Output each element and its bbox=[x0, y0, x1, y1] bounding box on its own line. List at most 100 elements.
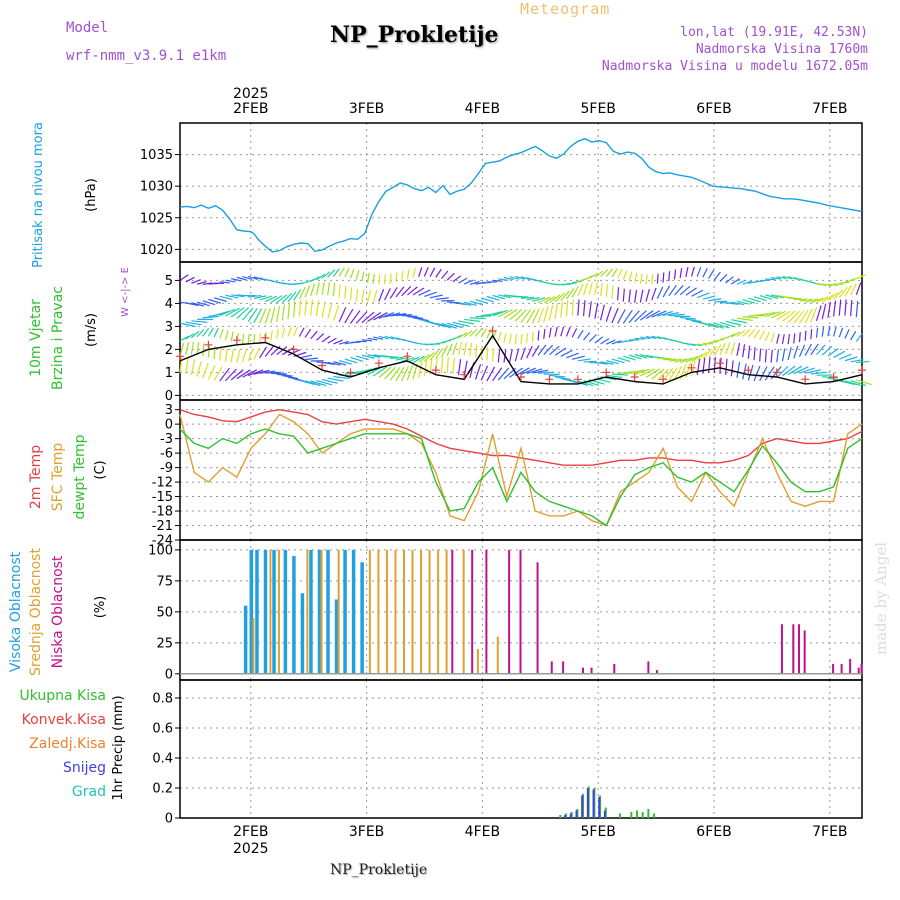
wind-arrow bbox=[514, 309, 527, 322]
wind-arrow bbox=[503, 276, 514, 281]
temp-unit: (C) bbox=[93, 460, 108, 479]
wind-arrow bbox=[844, 380, 861, 386]
wind-arrow bbox=[560, 301, 564, 318]
wind-arrow bbox=[264, 345, 274, 357]
wind-arrow bbox=[685, 342, 696, 347]
wind-arrow bbox=[730, 278, 741, 285]
wind-arrow bbox=[844, 329, 850, 339]
wind-arrow bbox=[202, 343, 205, 357]
day-label-top: 7FEB bbox=[812, 101, 847, 117]
wind-arrow bbox=[452, 342, 458, 356]
day-label-top: 2FEB bbox=[233, 101, 268, 117]
wind-arrow bbox=[390, 356, 404, 359]
panel-frame bbox=[179, 679, 863, 819]
wind-arrow bbox=[600, 338, 610, 345]
wind-arrow bbox=[333, 361, 347, 366]
wind-arrow bbox=[668, 367, 678, 382]
model-value: wrf-nmm_v3.9.1 e1km bbox=[66, 48, 227, 64]
wind-arrow bbox=[719, 274, 728, 283]
wind-arrow bbox=[429, 349, 439, 361]
wind-arrow bbox=[742, 299, 756, 304]
wind-arrow bbox=[588, 282, 593, 295]
wind-arrow bbox=[548, 304, 554, 321]
wind-arrow bbox=[691, 353, 703, 363]
cloud-bar bbox=[377, 549, 380, 674]
wind-arrow bbox=[651, 310, 667, 318]
wind-gust-marker bbox=[772, 368, 781, 377]
wind-arrow bbox=[565, 288, 575, 300]
wind-arrow bbox=[594, 270, 604, 278]
wind-arrow bbox=[225, 368, 237, 382]
wind-arrow bbox=[804, 330, 807, 341]
wind-arrow bbox=[225, 279, 236, 283]
wind-arrow bbox=[338, 307, 347, 323]
wind-arrow bbox=[679, 285, 691, 296]
wind-arrow bbox=[782, 310, 796, 322]
wind-arrow bbox=[549, 374, 566, 378]
wind-arrow bbox=[776, 310, 791, 321]
wind-arrow bbox=[582, 282, 589, 296]
cloud-bar bbox=[471, 549, 474, 674]
y-tick-label: -9 bbox=[160, 461, 173, 476]
wind-arrow bbox=[276, 328, 279, 339]
precip-bar bbox=[618, 813, 621, 818]
wind-arrow bbox=[395, 314, 412, 317]
wind-arrow bbox=[833, 326, 837, 337]
precip-bar bbox=[641, 812, 644, 818]
wind-arrow bbox=[526, 346, 533, 359]
day-label-top: 6FEB bbox=[696, 101, 731, 117]
wind-arrow bbox=[805, 298, 818, 303]
wind-arrow bbox=[514, 334, 518, 345]
wind-arrow bbox=[656, 368, 670, 381]
wind-arrow bbox=[355, 311, 368, 324]
wind-arrow bbox=[327, 282, 330, 296]
day-label-top: 5FEB bbox=[580, 101, 615, 117]
wind-arrow bbox=[486, 295, 500, 301]
wind-arrow bbox=[367, 366, 383, 376]
wind-arrow bbox=[798, 332, 801, 343]
wind-arrow bbox=[810, 371, 827, 375]
y-tick-label: 25 bbox=[156, 636, 173, 651]
wind-arrow bbox=[622, 309, 633, 324]
wind-arrow bbox=[276, 346, 288, 356]
wind-arrow bbox=[736, 342, 741, 356]
y-tick-label: 0.8 bbox=[152, 692, 173, 707]
wind-arrow bbox=[310, 299, 313, 316]
wind-arrow bbox=[412, 355, 425, 364]
wind-arrow bbox=[390, 313, 407, 317]
wind-arrow bbox=[384, 288, 391, 301]
wind-arrow bbox=[219, 347, 222, 361]
precip-bar bbox=[564, 815, 567, 818]
wind-arrow bbox=[486, 311, 503, 317]
wind-arrow bbox=[782, 275, 793, 280]
wind-arrow bbox=[628, 289, 631, 303]
wind-arrow bbox=[628, 354, 642, 360]
cloud-bar bbox=[840, 663, 843, 674]
wind-gust-marker bbox=[204, 340, 213, 349]
model-label: Model bbox=[66, 20, 109, 36]
cloud-bar bbox=[462, 549, 465, 674]
temp-label-dew: dewpt Temp bbox=[72, 434, 88, 519]
wind-arrow bbox=[759, 330, 766, 340]
temp-line-1 bbox=[179, 413, 863, 527]
wind-arrow bbox=[759, 311, 776, 317]
wind-arrow bbox=[492, 279, 503, 282]
wind-arrow bbox=[310, 380, 327, 387]
wind-arrow bbox=[855, 333, 863, 342]
wind-arrow bbox=[753, 296, 767, 302]
wind-arrow bbox=[389, 366, 401, 381]
wind-arrow bbox=[662, 285, 671, 298]
wind-arrow bbox=[770, 332, 775, 343]
y-tick-label: -3 bbox=[160, 432, 173, 447]
wind-arrow bbox=[469, 328, 478, 337]
cloud-bar bbox=[451, 549, 454, 674]
y-tick-label: 0 bbox=[165, 667, 173, 682]
wind-arrow bbox=[378, 335, 389, 340]
wind-arrow bbox=[690, 266, 695, 277]
wind-arrow bbox=[219, 281, 230, 284]
wind-arrow bbox=[634, 337, 645, 340]
wind-arrow bbox=[714, 322, 730, 329]
wind-arrow bbox=[230, 369, 244, 381]
wind-arrow bbox=[406, 286, 418, 296]
wind-gust-marker bbox=[431, 366, 440, 375]
